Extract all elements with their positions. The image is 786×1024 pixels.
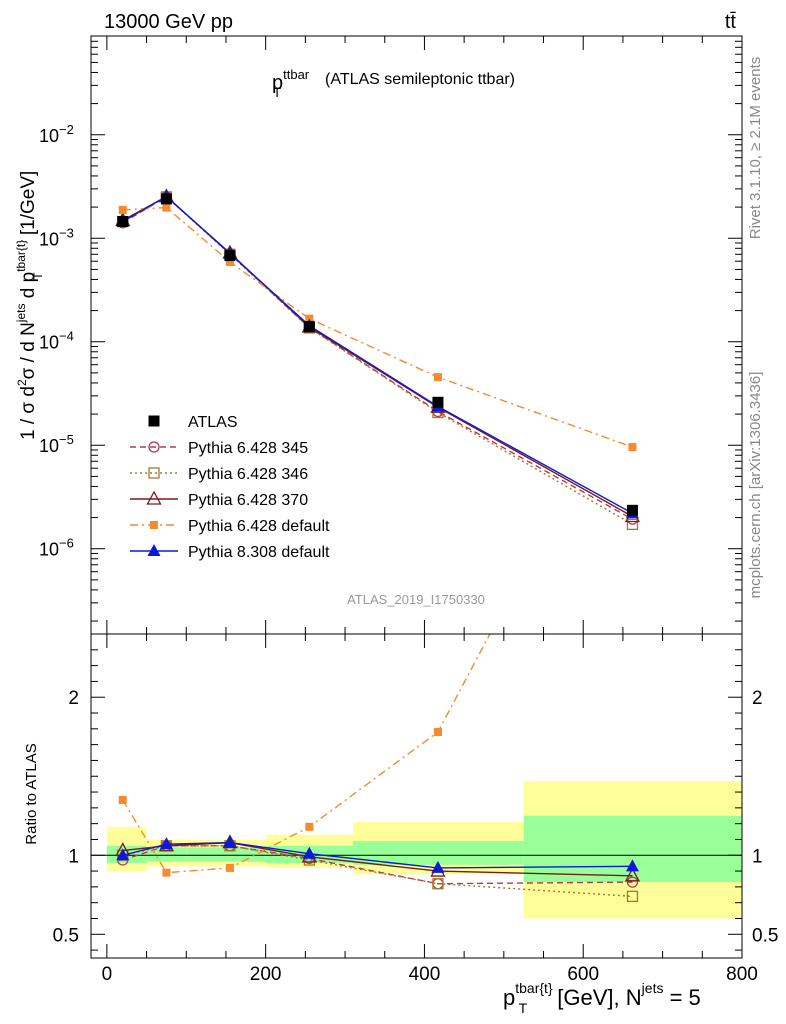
ratio-panel: 0 200 400 600 800 0.5 0.5 1 1 2 2 (53, 633, 778, 985)
legend: ATLAS Pythia 6.428 345 Pythia 6.428 346 Pyt… (130, 414, 330, 561)
analysis-id-label: ATLAS_2019_I1750330 (347, 592, 485, 607)
ratio-point-py6_346 (626, 890, 639, 903)
x-tick-label: 800 (726, 964, 758, 985)
legend-marker-py8_default (147, 544, 161, 556)
legend-item-py6_346: Pythia 6.428 346 (130, 466, 308, 483)
legend-item-py6_345: Pythia 6.428 345 (130, 440, 308, 457)
ratio-point-py6_default (225, 863, 234, 872)
ratio-point-py8_default (302, 846, 316, 859)
ratio-line-py6_default (122, 634, 491, 874)
x-tick-label: 0 (102, 964, 113, 985)
ratio-band-inner (523, 815, 742, 883)
legend-label-py6_346: Pythia 6.428 346 (188, 466, 308, 483)
ratio-line-py6_345 (122, 845, 633, 885)
title-sub: T (273, 85, 281, 100)
data-point-atlas (626, 504, 638, 516)
title-main: p (272, 72, 283, 94)
legend-marker-py6_370 (146, 490, 162, 505)
legend-item-py8_default: Pythia 8.308 default (130, 544, 330, 561)
main-y-axis-label: 1 / σ d2σ / d Njets d ptbar{t}T [1/GeV] (14, 171, 45, 440)
ratio-y-tick-label: 1 (68, 846, 79, 867)
x-tick-label: 200 (250, 964, 282, 985)
legend-item-py6_default: Pythia 6.428 default (130, 518, 330, 535)
ratio-point-py6_346 (432, 878, 444, 890)
header-process-label: tt̄ (725, 11, 737, 33)
main-y-tick-label: 10−6 (39, 536, 74, 560)
ratio-point-py6_default (433, 727, 442, 736)
data-point-atlas (224, 250, 236, 262)
ratio-series-py6_default (118, 634, 491, 877)
x-tick-label: 600 (567, 964, 599, 985)
data-point-atlas (117, 216, 129, 228)
main-y-tick-label: 10−2 (39, 122, 74, 146)
data-point-py6_default (433, 373, 442, 382)
ratio-point-py6_370 (624, 867, 641, 882)
data-point-atlas (303, 321, 315, 333)
ratio-point-py8_default (625, 859, 639, 872)
ratio-y-tick-label: 0.5 (53, 925, 79, 946)
legend-label-py6_370: Pythia 6.428 370 (188, 492, 308, 509)
header-collision-label: 13000 GeV pp (104, 11, 233, 33)
svg-text:ptbar{t}T [GeV], Njets = 5: ptbar{t} T [GeV], Njets = 5 (503, 980, 701, 1016)
ratio-point-py6_default (118, 795, 127, 804)
main-panel: 10−2 10−3 10−4 10−5 10−6 (39, 35, 743, 635)
legend-item-atlas: ATLAS (148, 414, 238, 431)
legend-label-py8_default: Pythia 8.308 default (188, 544, 330, 561)
ratio-point-py8_default (116, 848, 130, 861)
legend-label-py6_default: Pythia 6.428 default (188, 518, 330, 535)
main-plot-title: pttbar T (ATLAS semileptonic ttbar) (272, 67, 515, 100)
ratio-point-py6_345 (626, 876, 639, 888)
ratio-point-py8_default (223, 835, 237, 848)
series-line-py6_default (122, 206, 633, 448)
ratio-line-py8_default (122, 841, 633, 869)
ratio-point-py6_default (162, 868, 171, 877)
title-sup: ttbar (283, 67, 310, 82)
data-point-py6_default (225, 257, 234, 266)
ratio-y-tick-label-right: 2 (752, 688, 763, 709)
main-y-tick-label: 10−3 (39, 225, 74, 249)
main-y-tick-label: 10−4 (39, 329, 74, 353)
svg-text:1 / σ d2σ / d Njets d ptbar{t}: 1 / σ d2σ / d Njets d ptbar{t}T [1/GeV] (14, 171, 45, 440)
data-point-py6_default (628, 443, 637, 452)
data-point-py6_default (118, 205, 127, 214)
ratio-point-py8_default (431, 860, 445, 873)
ratio-y-axis-label: Ratio to ATLAS (23, 743, 40, 844)
mcplots-label: mcplots.cern.ch [arXiv:1306.3436] (747, 372, 764, 599)
ratio-y-tick-label: 2 (68, 688, 79, 709)
main-y-tick-label: 10−5 (39, 432, 74, 456)
data-point-py6_346 (626, 518, 639, 531)
ratio-band-inner (352, 841, 524, 865)
ratio-plot-frame (90, 633, 743, 959)
legend-label-atlas: ATLAS (188, 414, 238, 431)
legend-item-py6_370: Pythia 6.428 370 (130, 490, 308, 509)
series-atlas (117, 193, 638, 516)
data-point-atlas (432, 396, 444, 408)
title-rest: (ATLAS semileptonic ttbar) (325, 71, 515, 88)
legend-label-py6_345: Pythia 6.428 345 (188, 440, 308, 457)
legend-marker-atlas (148, 415, 160, 427)
ratio-y-tick-label-right: 0.5 (752, 925, 778, 946)
ratio-point-py6_default (305, 822, 314, 831)
ratio-point-py8_default (159, 837, 173, 850)
data-point-py6_default (162, 203, 171, 212)
ratio-band-inner (186, 847, 266, 862)
series-line-py8_default (122, 195, 633, 514)
legend-marker-py6_345 (148, 441, 160, 453)
ratio-band-inner (146, 847, 187, 862)
data-point-atlas (160, 193, 172, 205)
legend-marker-py6_346 (148, 467, 160, 479)
x-tick-label: 400 (409, 964, 441, 985)
ratio-series-py8_default (116, 835, 639, 873)
rivet-version-label: Rivet 3.1.10, ≥ 2.1M events (747, 57, 764, 240)
x-axis-label: ptbar{t} T [GeV], Njets = 5 (503, 980, 701, 1016)
legend-marker-py6_default (150, 521, 158, 529)
ratio-y-tick-label-right: 1 (752, 846, 763, 867)
